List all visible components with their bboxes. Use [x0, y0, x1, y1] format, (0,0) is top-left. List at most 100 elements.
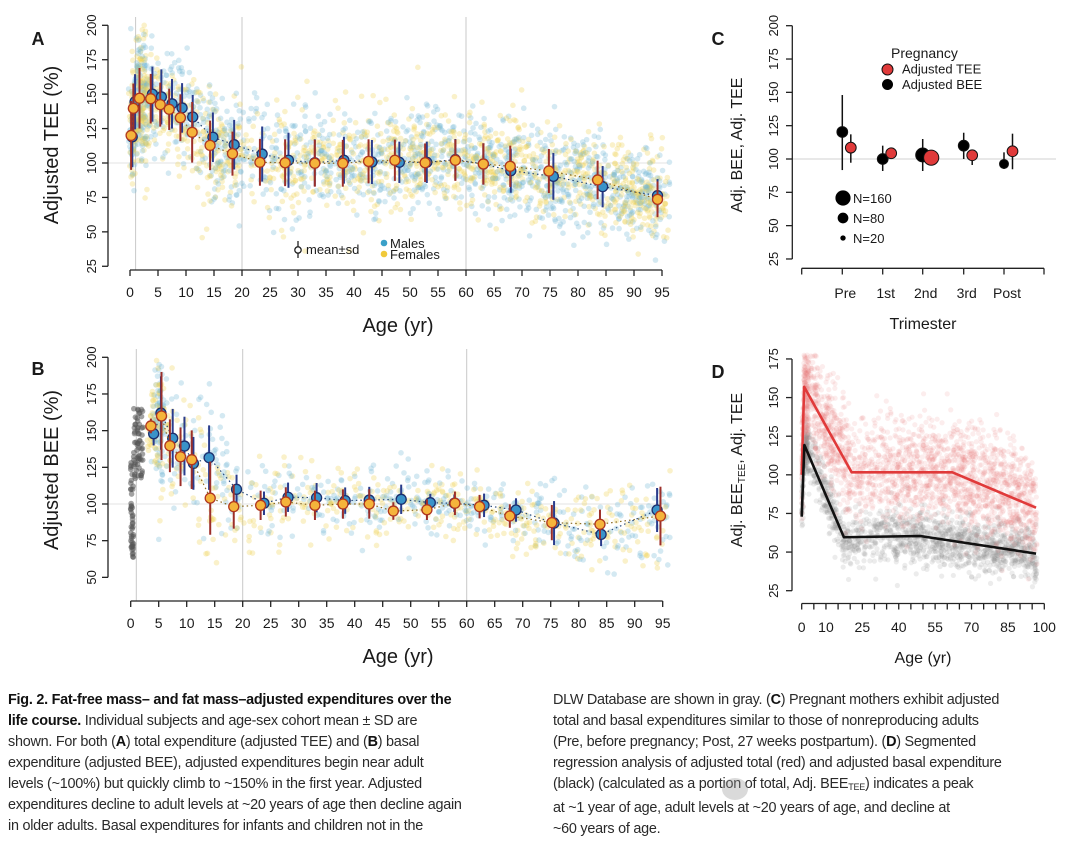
subject-point — [562, 207, 569, 214]
subject-point — [281, 462, 288, 469]
subject-point — [319, 191, 325, 198]
subject-point — [656, 556, 662, 563]
subject-point — [152, 457, 159, 464]
subject-point — [581, 500, 588, 507]
subject-point — [555, 188, 561, 194]
subject-point — [171, 505, 177, 511]
subject-point — [298, 183, 304, 190]
subject-point — [273, 191, 280, 197]
subject-point — [446, 163, 453, 170]
subject-point — [417, 184, 423, 191]
subject-point — [520, 505, 527, 511]
cohort-mean-point — [204, 139, 216, 152]
subject-point — [640, 168, 647, 175]
subject-point — [385, 182, 392, 189]
subject-point — [501, 184, 507, 191]
subject-point — [305, 484, 311, 491]
subject-point — [457, 512, 463, 519]
subject-point — [235, 125, 242, 131]
subject-point — [443, 533, 449, 540]
subject-point — [436, 124, 443, 131]
subject-point — [491, 194, 498, 200]
subject-point — [545, 212, 552, 218]
subject-point — [174, 464, 180, 471]
subject-point — [540, 224, 547, 230]
subject-point — [368, 196, 375, 203]
subject-point — [435, 205, 441, 212]
subject-point — [325, 478, 331, 485]
subject-point — [634, 175, 641, 182]
x-axis-title: Age (yr) — [362, 646, 433, 668]
subject-point — [518, 516, 525, 522]
subject-point — [277, 484, 284, 491]
subject-point — [334, 518, 340, 524]
subject-point — [437, 211, 443, 218]
subject-point — [560, 230, 566, 237]
subject-point — [201, 133, 208, 140]
y-tick-label: 150 — [84, 420, 99, 442]
subject-point — [274, 97, 280, 103]
subject-point — [607, 487, 614, 494]
subject-point — [424, 468, 430, 474]
subject-point — [533, 543, 539, 550]
subject-point — [276, 542, 283, 548]
subject-point — [395, 516, 402, 523]
subject-point — [582, 495, 589, 502]
subject-point — [666, 159, 673, 165]
subject-point — [253, 94, 260, 101]
subject-point — [133, 151, 140, 157]
subject-point — [607, 202, 614, 209]
subject-point — [583, 190, 590, 196]
subject-point — [441, 181, 448, 188]
subject-point — [611, 206, 618, 213]
panel-label: D — [712, 362, 725, 382]
subject-point — [171, 59, 178, 66]
subject-point — [432, 182, 438, 188]
subject-point — [362, 133, 369, 140]
subject-point — [366, 188, 373, 194]
subject-point — [612, 160, 618, 167]
subject-point — [644, 552, 650, 559]
subject-point — [523, 551, 530, 558]
subject-point — [357, 493, 363, 500]
x-tick-label: 45 — [375, 615, 391, 631]
subject-point — [204, 125, 211, 131]
subject-point — [646, 185, 653, 192]
subject-point — [572, 548, 578, 554]
subject-point — [429, 462, 435, 469]
subject-point — [426, 200, 433, 206]
subject-point — [634, 200, 641, 206]
subject-point — [473, 155, 480, 162]
x-tick-label: 55 — [431, 615, 447, 631]
subject-point — [129, 181, 136, 187]
subject-point — [629, 168, 636, 175]
subject-point — [278, 227, 285, 234]
subject-point — [559, 173, 566, 179]
subject-point — [602, 213, 608, 219]
subject-point — [604, 569, 611, 576]
subject-point — [220, 137, 227, 143]
subject-point — [405, 178, 412, 185]
subject-point — [457, 206, 463, 212]
subject-point — [333, 176, 339, 183]
subject-point — [336, 132, 343, 138]
subject-point — [458, 113, 465, 119]
subject-point — [379, 150, 385, 157]
subject-point — [449, 482, 456, 488]
subject-point — [432, 189, 438, 196]
subject-point — [633, 497, 640, 503]
subject-point — [578, 155, 584, 161]
subject-point — [654, 153, 661, 160]
subject-point — [458, 194, 465, 200]
y-tick-label: 25 — [84, 259, 99, 273]
subject-point — [219, 472, 225, 479]
cohort-mean-point — [543, 165, 555, 177]
subject-point — [135, 50, 142, 57]
subject-point — [500, 481, 507, 487]
size-legend-label: N=80 — [853, 211, 884, 226]
subject-point — [401, 470, 407, 476]
subject-point — [487, 222, 493, 228]
subject-point — [138, 56, 145, 63]
subject-point — [578, 553, 585, 560]
subject-point — [302, 113, 308, 120]
